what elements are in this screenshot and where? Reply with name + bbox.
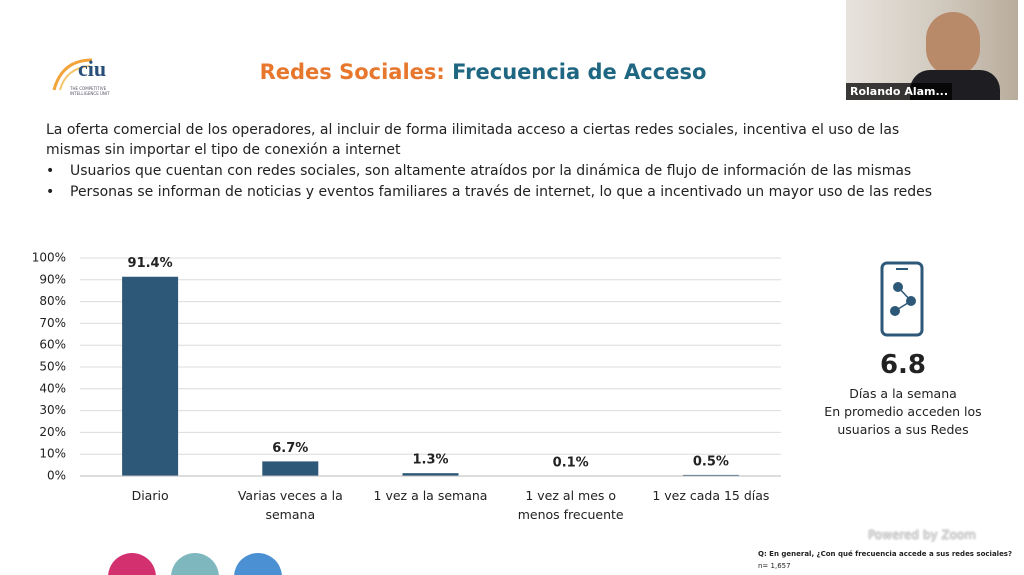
logo-mark (52, 58, 93, 91)
bullet: • Personas se informan de noticias y even… (46, 182, 946, 203)
bullet-text: Personas se informan de noticias y event… (70, 184, 933, 200)
logo-tagline: THE COMPETITIVE INTELLIGENCE UNIT (70, 86, 110, 96)
bullet-text: Usuarios que cuentan con redes sociales,… (70, 163, 912, 179)
x-tick-label: 1 vez cada 15 días (652, 488, 770, 503)
x-tick-label: Diario (131, 488, 169, 503)
intro-text: La oferta comercial de los operadores, a… (46, 122, 900, 158)
decor-circles (108, 553, 282, 575)
y-tick-label: 50% (39, 360, 66, 374)
y-tick-label: 10% (39, 447, 66, 461)
bar (122, 276, 179, 476)
bar (262, 461, 319, 476)
bar (402, 473, 459, 476)
stat-line: En promedio acceden los (824, 404, 982, 419)
logo-name: ciu (78, 56, 107, 81)
y-tick-label: 90% (39, 272, 66, 286)
y-tick-label: 40% (39, 381, 66, 395)
footnote-sample: n= 1,657 (758, 562, 791, 570)
title-part: Frecuencia de Acceso (452, 60, 707, 84)
value-label: 91.4% (128, 256, 173, 271)
footnote-question: Q: En general, ¿Con qué frecuencia acced… (758, 550, 1013, 558)
x-tick-label: 1 vez a la semana (373, 488, 488, 503)
stat-line: Días a la semana (849, 386, 957, 401)
zoom-watermark: Powered by Zoom (868, 528, 976, 542)
value-label: 0.1% (553, 455, 589, 470)
participant-name: Rolando Alam... (846, 83, 953, 100)
title-part: Redes Sociales: (259, 60, 445, 84)
x-tick-label: 1 vez al mes o menos frecuente (517, 488, 624, 522)
video-tile: Rolando Alam... (846, 0, 1018, 100)
value-label: 0.5% (693, 454, 729, 469)
y-tick-label: 20% (39, 425, 66, 439)
stat-line: usuarios a sus Redes (837, 422, 969, 437)
phone-icon (880, 261, 924, 337)
slide-title: Redes Sociales: Frecuencia de Acceso (0, 60, 966, 84)
stat-caption: Días a la semana En promedio acceden los… (810, 385, 996, 439)
value-label: 6.7% (272, 441, 308, 456)
bullet: • Usuarios que cuentan con redes sociales… (46, 161, 946, 182)
logo: ciu THE COMPETITIVE INTELLIGENCE UNIT (48, 52, 128, 98)
y-tick-label: 30% (39, 403, 66, 417)
participant-face (926, 12, 980, 76)
bullet-list: • Usuarios que cuentan con redes sociales… (46, 161, 946, 203)
x-tick-label: Varias veces a la semana (237, 488, 343, 522)
value-label: 1.3% (412, 453, 448, 468)
bar (682, 474, 739, 476)
y-tick-label: 100% (32, 251, 66, 265)
y-tick-label: 70% (39, 316, 66, 330)
stat-value: 6.8 (879, 350, 927, 380)
y-tick-label: 80% (39, 294, 66, 308)
y-tick-label: 0% (47, 469, 66, 483)
y-tick-label: 60% (39, 338, 66, 352)
